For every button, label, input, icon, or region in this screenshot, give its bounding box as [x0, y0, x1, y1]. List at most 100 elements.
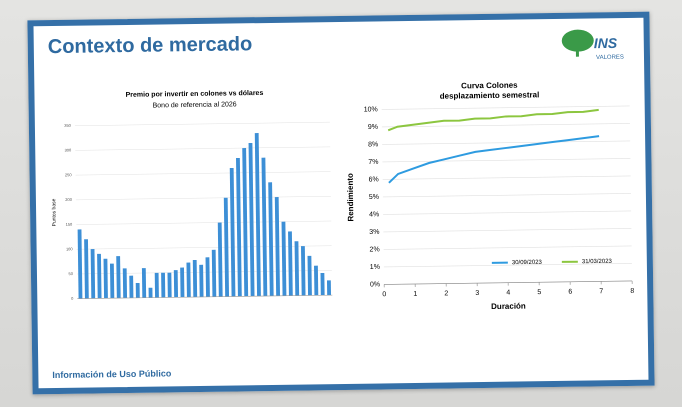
logo-trunk — [576, 47, 579, 57]
x-tick-label: 4 — [506, 289, 510, 296]
bar — [301, 246, 306, 295]
chart-title: Premio por invertir en colones vs dólare… — [126, 90, 264, 99]
grid-line — [383, 193, 631, 196]
photo: Contexto de mercado INS VALORES Premio p… — [0, 0, 682, 407]
y-axis-label: Puntos base — [51, 198, 57, 226]
chart-title: Curva Colones — [461, 81, 518, 91]
bar — [84, 239, 89, 298]
x-axis-label: Duración — [491, 302, 526, 311]
bar — [295, 241, 300, 295]
bar — [314, 266, 318, 296]
bar — [186, 263, 190, 298]
bar — [282, 222, 287, 296]
y-tick-label: 150 — [66, 222, 74, 227]
grid-line — [77, 246, 332, 250]
bar — [199, 265, 203, 297]
bar — [327, 280, 331, 295]
y-tick-label: 250 — [65, 172, 73, 177]
bar — [206, 257, 210, 297]
grid-line — [382, 141, 630, 144]
bar — [262, 158, 268, 296]
y-tick-label: 100 — [66, 246, 74, 251]
y-tick-label: 0% — [370, 281, 380, 288]
bar — [155, 273, 159, 298]
grid-line — [75, 122, 330, 126]
y-tick-label: 200 — [65, 197, 73, 202]
grid-line — [76, 172, 331, 176]
grid-line — [383, 211, 631, 214]
y-tick-label: 1% — [370, 264, 380, 271]
bar — [149, 288, 153, 298]
logo-subtext: VALORES — [596, 55, 624, 61]
x-tick-label: 1 — [413, 291, 417, 298]
x-tick-label: 0 — [382, 291, 386, 298]
y-tick-label: 9% — [368, 124, 378, 131]
bar — [174, 270, 178, 297]
legend-label: 31/03/2023 — [582, 259, 613, 265]
bar — [249, 143, 255, 296]
bar — [129, 276, 133, 298]
bar — [230, 168, 236, 297]
x-tick-label: 8 — [630, 288, 634, 295]
chart-subtitle: Bono de referencia al 2026 — [153, 101, 237, 109]
bar — [218, 223, 223, 297]
y-tick-label: 4% — [369, 211, 379, 218]
y-tick-label: 300 — [65, 148, 73, 153]
grid-line — [76, 221, 331, 225]
y-tick-label: 5% — [369, 194, 379, 201]
x-tick-label: 6 — [568, 289, 572, 296]
x-tick-label: 5 — [537, 289, 541, 296]
y-tick-label: 3% — [369, 229, 379, 236]
grid-line — [382, 106, 630, 109]
bar — [104, 259, 108, 299]
bar — [236, 158, 242, 296]
y-tick-label: 7% — [368, 159, 378, 166]
x-tick-label: 7 — [599, 288, 603, 295]
grid-line — [77, 270, 332, 274]
chart-subtitle: desplazamiento semestral — [440, 90, 540, 100]
grid-line — [76, 196, 331, 200]
y-tick-label: 350 — [64, 123, 72, 128]
y-tick-label: 10% — [364, 106, 378, 113]
y-tick-label: 0 — [71, 296, 74, 301]
grid-line — [383, 176, 631, 179]
y-tick-label: 2% — [369, 246, 379, 253]
bar — [116, 256, 120, 298]
bar — [142, 268, 146, 298]
bar — [193, 260, 197, 297]
bar-chart: Premio por invertir en colones vs dólare… — [44, 80, 343, 344]
grid-line — [75, 147, 330, 151]
bar — [268, 182, 273, 296]
bar — [224, 198, 229, 297]
bar — [91, 249, 96, 298]
bar — [136, 283, 140, 298]
series-line — [388, 110, 599, 130]
bar — [275, 197, 280, 296]
y-tick-label: 6% — [369, 176, 379, 183]
bar — [167, 273, 171, 298]
logo: INS VALORES — [550, 24, 631, 65]
y-axis-label: Rendimiento — [346, 173, 356, 222]
grid-line — [383, 228, 631, 231]
bar — [212, 250, 216, 297]
bar — [288, 231, 293, 295]
bar — [308, 256, 312, 296]
x-tick-label: 3 — [475, 290, 479, 297]
bar — [123, 268, 127, 298]
bar — [78, 229, 83, 298]
slide: Contexto de mercado INS VALORES Premio p… — [27, 12, 654, 395]
bar — [97, 254, 101, 299]
grid-line — [382, 158, 630, 161]
grid-line — [384, 246, 632, 249]
y-tick-label: 8% — [368, 141, 378, 148]
bar — [161, 273, 165, 298]
legend-label: 30/09/2023 — [512, 260, 543, 266]
slide-title: Contexto de mercado — [48, 33, 253, 59]
bar — [180, 268, 184, 298]
bar — [110, 264, 114, 299]
bar — [321, 273, 325, 295]
y-tick-label: 50 — [68, 271, 73, 276]
x-axis — [77, 295, 332, 299]
logo-text: INS — [594, 35, 618, 51]
